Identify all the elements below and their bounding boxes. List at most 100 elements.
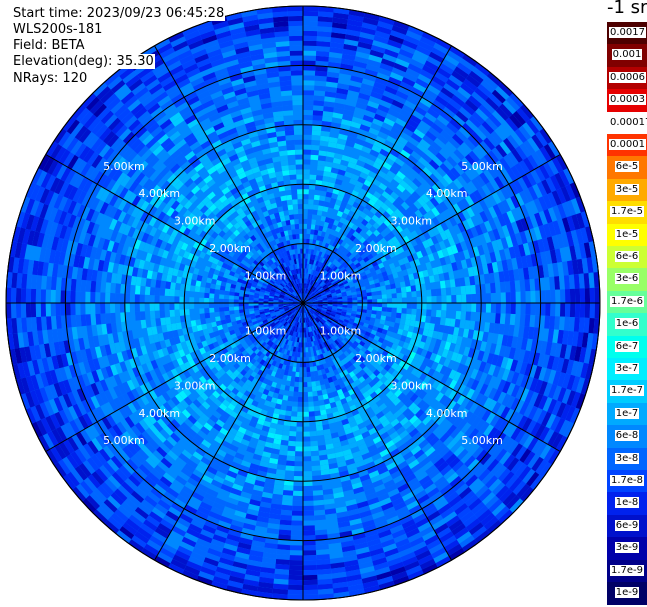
ppi-cell: [418, 233, 427, 243]
ppi-cell: [471, 303, 477, 313]
ppi-cell: [230, 317, 237, 323]
ppi-cell: [324, 367, 330, 374]
ppi-cell: [276, 288, 282, 292]
ppi-cell: [333, 219, 340, 227]
ppi-cell: [332, 334, 338, 340]
ppi-cell: [312, 346, 316, 352]
ppi-cell: [426, 237, 435, 247]
ppi-cell: [439, 340, 447, 349]
ppi-cell: [321, 269, 327, 275]
ppi-cell: [361, 167, 371, 176]
ppi-cell: [362, 366, 370, 373]
ppi-cell: [365, 461, 376, 470]
ppi-cell: [297, 332, 300, 338]
ppi-cell: [299, 322, 301, 328]
ppi-cell: [250, 228, 258, 235]
ppi-cell: [307, 284, 311, 290]
ppi-cell: [258, 296, 264, 299]
ppi-cell: [228, 295, 235, 300]
ppi-cell: [251, 400, 259, 407]
ppi-cell: [232, 141, 243, 150]
ppi-cell: [260, 325, 266, 330]
ppi-cell: [417, 197, 427, 207]
ppi-cell: [351, 291, 357, 296]
ppi-cell: [257, 271, 263, 276]
ppi-cell: [320, 275, 325, 280]
ppi-cell: [368, 170, 378, 179]
ppi-cell: [221, 262, 228, 269]
ppi-cell: [336, 404, 344, 412]
ppi-cell: [230, 218, 238, 226]
ppi-cell: [397, 328, 404, 336]
ppi-cell: [264, 322, 270, 328]
ppi-cell: [287, 149, 296, 156]
ppi-cell: [344, 273, 351, 279]
ppi-cell: [237, 426, 247, 435]
ppi-cell: [378, 323, 385, 329]
ppi-cell: [408, 402, 417, 412]
ppi-cell: [192, 399, 202, 408]
ppi-cell: [372, 395, 381, 404]
ppi-cell: [340, 359, 347, 366]
ppi-cell: [255, 154, 265, 162]
ppi-cell: [470, 311, 476, 322]
ppi-cell: [311, 259, 315, 265]
ppi-cell: [195, 210, 204, 219]
ppi-cell: [271, 257, 276, 263]
ppi-cell: [251, 318, 257, 323]
ppi-cell: [199, 264, 206, 271]
ppi-cell: [263, 308, 270, 312]
ppi-cell: [286, 311, 291, 315]
ppi-cell: [293, 386, 299, 392]
ppi-cell: [361, 309, 367, 314]
ppi-cell: [453, 252, 461, 262]
ppi-cell: [258, 133, 268, 141]
ppi-cell: [446, 303, 452, 311]
ppi-cell: [377, 206, 386, 215]
ppi-cell: [309, 184, 316, 190]
ppi-cell: [326, 309, 332, 313]
ppi-cell: [273, 305, 279, 308]
ppi-cell: [365, 175, 375, 183]
ppi-cell: [381, 453, 393, 462]
ppi-cell: [145, 252, 153, 262]
ppi-cell: [291, 194, 298, 200]
ppi-cell: [326, 293, 332, 297]
ppi-cell: [204, 312, 211, 319]
ppi-cell: [235, 430, 245, 439]
ppi-cell: [345, 166, 355, 174]
ppi-cell: [261, 173, 270, 181]
ppi-cell: [399, 404, 408, 414]
ppi-cell: [221, 157, 232, 166]
ppi-cell: [249, 310, 255, 315]
ppi-cell: [187, 415, 197, 425]
ppi-cell: [314, 415, 322, 422]
ppi-cell: [357, 176, 366, 184]
ppi-cell: [283, 296, 289, 300]
ppi-cell: [431, 226, 440, 236]
ppi-cell: [346, 245, 353, 252]
ppi-cell: [148, 262, 155, 272]
ppi-cell: [271, 323, 277, 328]
ppi-cell: [367, 399, 376, 407]
ppi-cell: [423, 342, 431, 351]
ppi-cell: [421, 290, 427, 297]
ppi-cell: [316, 235, 321, 241]
ppi-cell: [274, 309, 280, 313]
ppi-cell: [274, 166, 283, 173]
ppi-cell: [329, 218, 335, 225]
ppi-cell: [327, 344, 333, 351]
ppi-cell: [381, 144, 393, 153]
ppi-cell: [309, 239, 314, 245]
ppi-cell: [469, 320, 476, 331]
ppi-cell: [274, 433, 283, 440]
ppi-cell: [352, 322, 359, 328]
ppi-cell: [346, 232, 353, 239]
ppi-cell: [369, 240, 377, 247]
ppi-cell: [287, 340, 291, 346]
ppi-cell: [138, 355, 146, 366]
ppi-cell: [460, 337, 468, 347]
ppi-cell: [449, 318, 456, 327]
ppi-cell: [377, 153, 388, 162]
ppi-cell: [319, 379, 325, 386]
